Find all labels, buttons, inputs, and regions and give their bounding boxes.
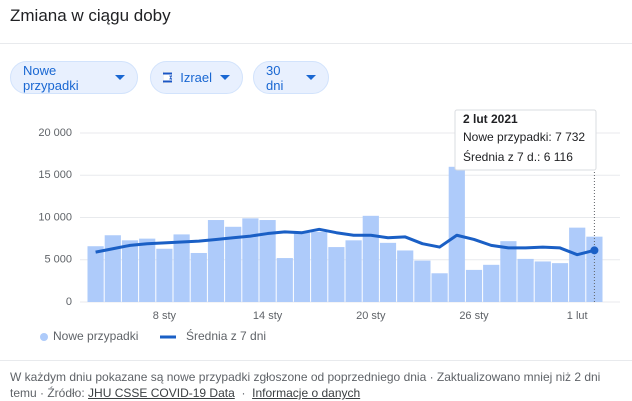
y-tick-label: 0 [66, 296, 72, 308]
bar [276, 258, 293, 302]
line [95, 227, 595, 257]
tooltip-row: Nowe przypadki: 7 732 [463, 130, 585, 144]
tooltip-title: 2 lut 2021 [463, 112, 518, 126]
bar [207, 220, 225, 302]
x-tick-label: 20 sty [356, 310, 386, 322]
tooltip-box [454, 109, 597, 171]
hover-point [590, 246, 599, 255]
info-link[interactable]: Informacje o danych [252, 386, 361, 400]
country-dropdown[interactable]: Izrael [150, 61, 243, 94]
caret [115, 75, 125, 80]
separator: · [241, 386, 246, 400]
bar [311, 231, 328, 302]
y-tick-label: 10 000 [38, 211, 72, 223]
bar [104, 235, 121, 302]
tooltip-value: 6 116 [544, 150, 573, 164]
bar [121, 240, 139, 302]
x-tick-label: 8 sty [153, 310, 177, 322]
bar [225, 226, 242, 302]
bar [500, 241, 517, 302]
bar [190, 252, 207, 302]
bar [483, 264, 500, 302]
metric-dropdown[interactable]: Nowe przypadki [10, 61, 138, 94]
bar [156, 248, 173, 302]
y-tick-label: 20 000 [38, 127, 72, 139]
x-tick-label: 1 lut [567, 310, 588, 322]
footer-text: W każdym dniu pokazane są nowe przypadki… [10, 370, 601, 400]
divider [0, 43, 632, 44]
chart: 0 5 000 10 000 15 000 20 000 8 sty 14 sty 20 st… [38, 109, 620, 343]
x-tick-label: 14 sty [253, 310, 283, 322]
label: Nowe przypadki [23, 62, 79, 93]
y-tick-label: 5 000 [44, 254, 72, 266]
bar [569, 227, 586, 302]
x-tick-label: 26 sty [459, 310, 489, 322]
label: 30 dni [266, 62, 284, 93]
tooltip-label: Nowe przypadki: [463, 130, 552, 144]
bar [379, 242, 397, 302]
bar [139, 238, 156, 302]
bar [414, 260, 431, 302]
bar [465, 269, 483, 302]
bar [87, 246, 104, 302]
tooltip-label: Średnia z 7 d.: [463, 149, 540, 164]
bar [259, 220, 276, 302]
title: Zmiana w ciągu doby [10, 6, 171, 25]
bar [362, 215, 379, 302]
flag [163, 71, 173, 84]
bar [431, 273, 448, 302]
bar [397, 250, 414, 302]
footer: W każdym dniu pokazane są nowe przypadki… [10, 369, 622, 401]
y-tick-label: 15 000 [38, 169, 72, 181]
legend-label: Średnia z 7 dni [186, 328, 266, 343]
bar [293, 232, 311, 302]
divider [0, 360, 632, 361]
bar [242, 218, 259, 302]
caret [220, 75, 230, 80]
bar [517, 258, 534, 302]
tooltip-value: 7 732 [555, 130, 585, 144]
bar [173, 234, 190, 302]
bar [551, 263, 569, 302]
range-dropdown[interactable]: 30 dni [253, 61, 329, 94]
legend-label: Nowe przypadki [53, 329, 138, 343]
bar [345, 240, 362, 302]
bar [586, 236, 603, 302]
label: Izrael [180, 70, 212, 85]
bar [328, 247, 345, 302]
source-link[interactable]: JHU CSSE COVID-19 Data [88, 386, 235, 400]
bar [534, 261, 551, 302]
caret [306, 75, 316, 80]
legend-swatch [40, 333, 48, 341]
tooltip-row: Średnia z 7 d.: 6 116 [463, 149, 573, 164]
tooltip: 2 lut 2021 Nowe przypadki: 7 732 Średnia z… [454, 109, 597, 171]
